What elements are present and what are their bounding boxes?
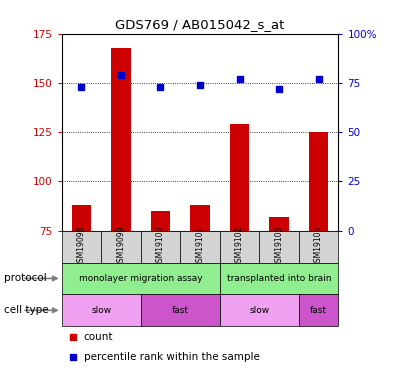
- Bar: [141, 294, 220, 326]
- Bar: [220, 294, 299, 326]
- Bar: [259, 231, 299, 262]
- Bar: [111, 48, 131, 231]
- Bar: [141, 231, 180, 262]
- Bar: [62, 231, 101, 262]
- Bar: [299, 231, 338, 262]
- Text: GSM19105: GSM19105: [314, 226, 323, 267]
- Bar: [101, 231, 141, 262]
- Bar: [299, 294, 338, 326]
- Text: protocol: protocol: [4, 273, 47, 284]
- Bar: [269, 217, 289, 231]
- Bar: [72, 205, 91, 231]
- Bar: [190, 205, 210, 231]
- Text: GSM19099: GSM19099: [117, 226, 125, 267]
- Text: count: count: [84, 332, 113, 342]
- Bar: [309, 132, 328, 231]
- Text: fast: fast: [310, 306, 327, 315]
- Text: monolayer migration assay: monolayer migration assay: [79, 274, 203, 283]
- Text: cell type: cell type: [4, 305, 49, 315]
- Text: GSM19098: GSM19098: [77, 226, 86, 267]
- Bar: [150, 211, 170, 231]
- Title: GDS769 / AB015042_s_at: GDS769 / AB015042_s_at: [115, 18, 285, 31]
- Bar: [220, 262, 338, 294]
- Bar: [230, 124, 250, 231]
- Bar: [62, 262, 220, 294]
- Text: slow: slow: [249, 306, 269, 315]
- Text: GSM19101: GSM19101: [195, 226, 205, 267]
- Text: GSM19102: GSM19102: [235, 226, 244, 267]
- Bar: [62, 294, 141, 326]
- Text: GSM19103: GSM19103: [275, 226, 283, 267]
- Bar: [180, 231, 220, 262]
- Text: percentile rank within the sample: percentile rank within the sample: [84, 352, 259, 362]
- Text: slow: slow: [91, 306, 111, 315]
- Bar: [220, 231, 259, 262]
- Text: transplanted into brain: transplanted into brain: [227, 274, 331, 283]
- Text: GSM19100: GSM19100: [156, 226, 165, 267]
- Text: fast: fast: [172, 306, 189, 315]
